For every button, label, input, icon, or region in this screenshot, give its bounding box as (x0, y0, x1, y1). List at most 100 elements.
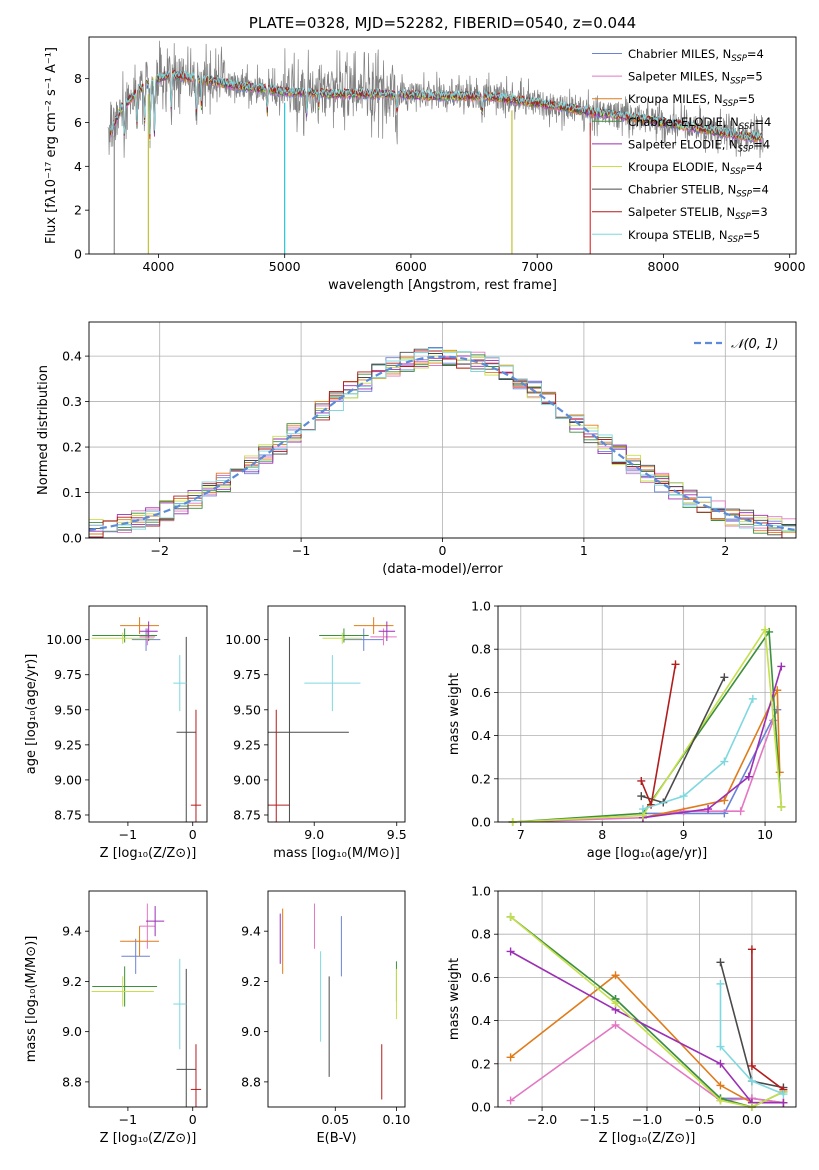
legend-entry: Salpeter MILES, NSSP=5 (628, 70, 763, 87)
x-axis-label: Z [log₁₀(Z/Z⊙)] (599, 1131, 696, 1146)
y-tick-label: 9.75 (54, 667, 82, 682)
x-tick-label: −1.0 (632, 1112, 662, 1127)
x-tick-label: 9 (680, 827, 688, 842)
errorbar-point (146, 906, 165, 937)
errorbar-point (322, 632, 363, 644)
residuals-panel: −2 −1 0 1 2 0.0 0.1 0.2 0.3 0.4 (data-model)/error… (36, 321, 797, 577)
x-tick-label: −1 (292, 543, 310, 558)
axes-frame (267, 605, 406, 823)
x-tick-label: 9.0 (304, 827, 324, 842)
normal-reference-curve (89, 355, 796, 532)
y-tick-label: 9.0 (62, 1024, 82, 1039)
y-tick-label: 8.8 (241, 1074, 261, 1089)
axes-frame (88, 36, 797, 255)
errorbar-point (121, 938, 150, 974)
x-tick-label: 10 (757, 827, 773, 842)
x-axis-label: wavelength [Angstrom, rest frame] (328, 278, 557, 293)
y-axis-label: mass weight (447, 958, 462, 1040)
errorbar-point (91, 976, 154, 1007)
y-tick-label: 9.0 (241, 1024, 261, 1039)
y-tick-label: 0.8 (471, 927, 491, 942)
axes-frame (497, 890, 797, 1108)
mass-weight-marker (716, 1042, 725, 1051)
x-tick-label: 8000 (648, 259, 680, 274)
errorbar-point (176, 636, 196, 822)
x-tick-label: 5000 (269, 259, 301, 274)
y-tick-label: 1.0 (471, 884, 491, 899)
x-tick-label: 0.0 (742, 1112, 762, 1127)
mass-weight-marker (716, 1059, 725, 1068)
errorbar-point (91, 632, 154, 644)
x-tick-label: 4000 (143, 259, 175, 274)
y-tick-label: 8.75 (233, 807, 261, 822)
mass-weight-marker (506, 947, 515, 956)
y-tick-label: 9.50 (54, 702, 82, 717)
legend-entry: Salpeter STELIB, NSSP=3 (628, 205, 768, 222)
y-tick-label: 9.4 (241, 924, 261, 939)
errorbar-point (190, 1044, 202, 1107)
y-tick-label: 0.6 (471, 970, 491, 985)
mass-weight-marker (716, 979, 725, 988)
x-axis-label: Z [log₁₀(Z/Z⊙)] (100, 846, 197, 861)
spectrum-legend: Chabrier MILES, NSSP=4 Salpeter MILES, NS… (592, 47, 771, 245)
mass-vs-z-panel: −1 0 8.8 9.0 9.2 9.4 Z [log₁₀(Z/Z⊙)] mass [log₁… (24, 890, 208, 1146)
mass-weight-marker (506, 1096, 515, 1105)
errorbar-point (378, 621, 396, 642)
x-tick-label: 7000 (521, 259, 553, 274)
mass-weight-marker (716, 958, 725, 967)
errorbar-point (319, 628, 369, 643)
mass-weight-marker (716, 1096, 725, 1105)
y-tick-label: 9.50 (233, 702, 261, 717)
errorbar-point (268, 709, 290, 822)
y-tick-label: 0.4 (471, 728, 491, 743)
errorbar-point (343, 628, 384, 651)
mass-weight-marker (777, 802, 786, 811)
axes-frame (88, 605, 208, 823)
legend-entry: Kroupa ELODIE, NSSP=4 (628, 160, 763, 177)
mass-weight-line (642, 709, 779, 815)
y-tick-label: 9.00 (54, 772, 82, 787)
x-tick-label: 0 (189, 1112, 197, 1127)
y-tick-label: 0.0 (471, 815, 491, 830)
age-vs-mass-plot-area (268, 617, 397, 822)
mass-vs-z-plot-area (91, 903, 202, 1107)
mass-weight-marker (720, 796, 729, 805)
mass-weight-vs-age-plot-area (508, 625, 786, 826)
age-vs-z-plot-area (91, 617, 202, 822)
mass-weight-marker (748, 694, 757, 703)
mass-weight-marker (716, 1081, 725, 1090)
spectrum-panel: PLATE=0328, MJD=52282, FIBERID=0540, z=0… (44, 14, 806, 293)
mass-weight-marker (506, 912, 515, 921)
y-tick-label: 9.75 (233, 667, 261, 682)
x-tick-label: 2 (721, 543, 729, 558)
mass-vs-ebv-plot-area (279, 903, 397, 1100)
mass-weight-line (641, 676, 726, 804)
mass-weight-marker (679, 792, 688, 801)
x-tick-label: 0.05 (321, 1112, 349, 1127)
y-tick-label: 0.6 (471, 685, 491, 700)
mass-weight-marker (736, 807, 745, 816)
age-vs-mass-panel: 9.0 9.5 8.75 9.00 9.25 9.50 9.75 10.00 mass [log… (225, 605, 407, 861)
legend-entry: Kroupa STELIB, NSSP=5 (628, 228, 760, 245)
mass-weight-marker (747, 1077, 756, 1086)
mass-weight-vs-age-panel: 7 8 9 10 0.0 0.2 0.4 0.6 0.8 1.0 age [log₁₀(age/yr… (447, 599, 797, 861)
y-tick-label: 9.00 (233, 772, 261, 787)
x-axis-label: E(B-V) (316, 1131, 356, 1146)
y-tick-label: 0.2 (62, 440, 82, 455)
y-tick-label: 0.4 (62, 349, 82, 364)
y-tick-label: 0.8 (471, 642, 491, 657)
x-tick-label: −1 (119, 827, 137, 842)
x-axis-label: Z [log₁₀(Z/Z⊙)] (100, 1131, 197, 1146)
y-tick-label: 0.0 (471, 1100, 491, 1115)
mass-weight-marker (747, 945, 756, 954)
errorbar-point (268, 636, 349, 822)
mass-weight-vs-z-panel: −2.0 −1.5 −1.0 −0.5 0.0 0.0 0.2 0.4 0.6 0.8 1.0 Z [… (447, 884, 797, 1146)
mass-weight-marker (779, 1098, 788, 1107)
x-tick-label: −0.5 (684, 1112, 714, 1127)
mass-weight-marker (779, 1090, 788, 1099)
mass-weight-line (642, 698, 754, 810)
y-tick-label: 9.25 (54, 737, 82, 752)
y-axis-label: age [log₁₀(age/yr)] (24, 654, 39, 775)
errorbar-point (92, 628, 158, 643)
